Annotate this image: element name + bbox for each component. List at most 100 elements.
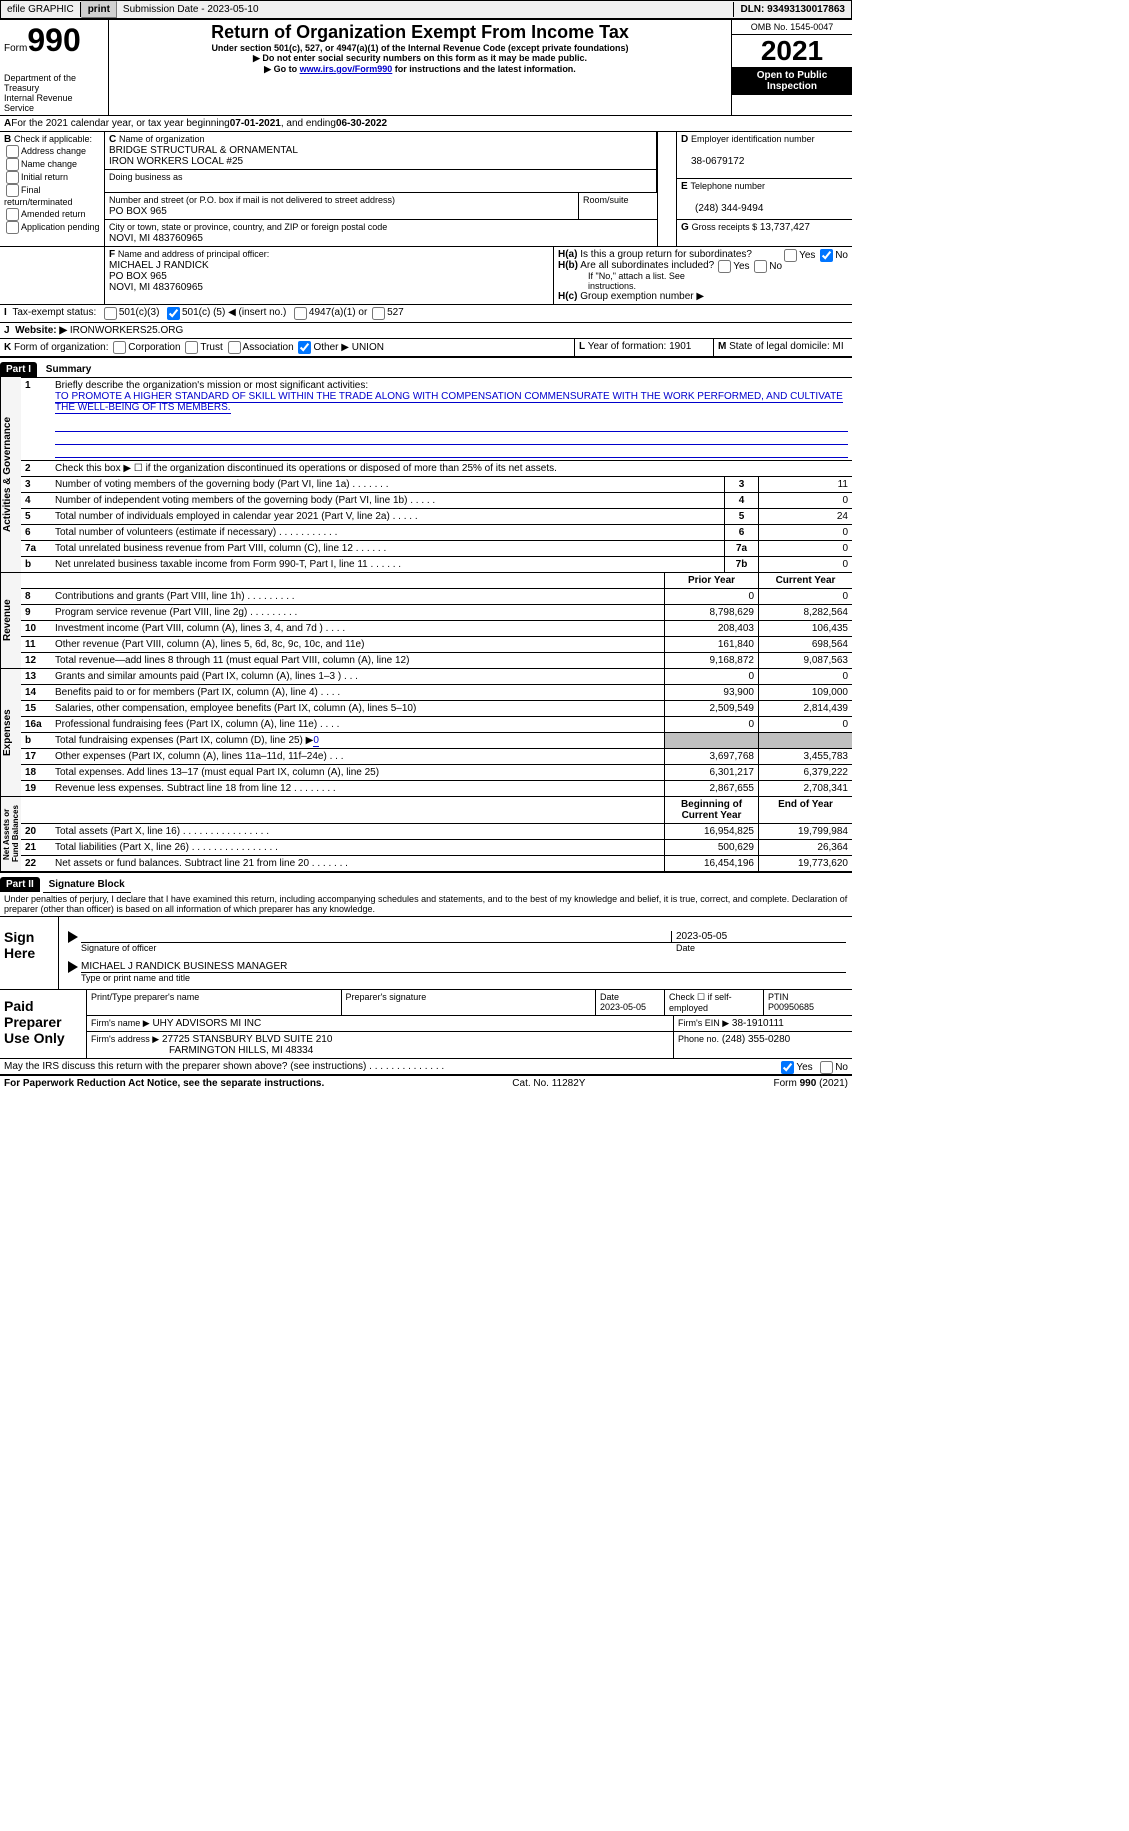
exp-row: 14Benefits paid to or for members (Part … <box>21 685 852 701</box>
org-name-2: IRON WORKERS LOCAL #25 <box>109 156 243 167</box>
name-change-check[interactable] <box>6 158 19 171</box>
boy-hdr: Beginning of Current Year <box>665 797 759 824</box>
self-emp-check: Check ☐ if self-employed <box>665 990 764 1015</box>
form-label: Form <box>4 43 27 54</box>
pending-check[interactable] <box>6 221 19 234</box>
part1-header: Part I <box>0 362 37 377</box>
l6-value: 0 <box>759 525 853 541</box>
activities-section: Activities & Governance 1 Briefly descri… <box>0 377 852 572</box>
irs-link[interactable]: www.irs.gov/Form990 <box>300 64 393 74</box>
tax-status-label: Tax-exempt status: <box>12 307 96 320</box>
curr-year-hdr: Current Year <box>759 573 853 589</box>
entity-block: B Check if applicable: Address change Na… <box>0 131 852 246</box>
exp-row: bTotal fundraising expenses (Part IX, co… <box>21 733 852 749</box>
netassets-label: Net Assets or Fund Balances <box>0 797 21 871</box>
exp-row: 15Salaries, other compensation, employee… <box>21 701 852 717</box>
phone-value: (248) 344-9494 <box>681 203 763 214</box>
eoy-hdr: End of Year <box>759 797 853 824</box>
part2-title: Signature Block <box>43 877 131 893</box>
page-footer: For Paperwork Reduction Act Notice, see … <box>0 1074 852 1091</box>
arrow-icon <box>68 931 78 943</box>
l7a-value: 0 <box>759 541 853 557</box>
hb-no[interactable] <box>754 260 767 273</box>
arrow-icon <box>68 961 78 973</box>
period-end: 06-30-2022 <box>336 118 387 129</box>
l5-value: 24 <box>759 509 853 525</box>
l3-value: 11 <box>759 477 853 493</box>
form-org-label: Form of organization: <box>14 342 109 353</box>
exp-row: 18Total expenses. Add lines 13–17 (must … <box>21 765 852 781</box>
gross-label: Gross receipts $ <box>692 222 758 232</box>
exp-row: 13Grants and similar amounts paid (Part … <box>21 669 852 685</box>
cat-no: Cat. No. 11282Y <box>512 1078 585 1089</box>
penalty-text: Under penalties of perjury, I declare th… <box>0 892 852 917</box>
rev-row: 11Other revenue (Part VIII, column (A), … <box>21 637 852 653</box>
ha-text: Is this a group return for subordinates? <box>580 249 752 260</box>
officer-label: Name and address of principal officer: <box>118 249 269 259</box>
omb-number: OMB No. 1545-0047 <box>732 20 852 35</box>
expenses-label: Expenses <box>0 669 21 796</box>
paid-preparer-block: Paid Preparer Use Only Print/Type prepar… <box>0 990 852 1059</box>
ha-yes[interactable] <box>784 249 797 262</box>
prior-year-hdr: Prior Year <box>665 573 759 589</box>
firm-ein: 38-1910111 <box>732 1018 784 1029</box>
year-form-value: 1901 <box>669 341 691 352</box>
dln: DLN: 93493130017863 <box>734 2 851 17</box>
subtitle-1: Under section 501(c), 527, or 4947(a)(1)… <box>113 43 727 53</box>
efile-label: efile GRAPHIC <box>1 2 81 17</box>
revenue-label: Revenue <box>0 573 21 668</box>
initial-return-check[interactable] <box>6 171 19 184</box>
ptin-value: P00950685 <box>768 1002 814 1012</box>
org-city: NOVI, MI 483760965 <box>109 233 203 244</box>
sign-date: 2023-05-05 <box>671 931 846 943</box>
officer-city: NOVI, MI 483760965 <box>109 282 203 293</box>
discuss-yes[interactable] <box>781 1061 794 1074</box>
4947-check[interactable] <box>294 307 307 320</box>
subtitle-2: ▶ Do not enter social security numbers o… <box>113 53 727 64</box>
addr-label: Number and street (or P.O. box if mail i… <box>109 195 395 205</box>
officer-addr: PO BOX 965 <box>109 271 167 282</box>
amended-check[interactable] <box>6 208 19 221</box>
corp-check[interactable] <box>113 341 126 354</box>
rev-row: 9Program service revenue (Part VIII, lin… <box>21 605 852 621</box>
state-label: State of legal domicile: <box>729 341 830 352</box>
firm-addr: 27725 STANSBURY BLVD SUITE 210 <box>162 1034 332 1045</box>
pra-notice: For Paperwork Reduction Act Notice, see … <box>4 1078 324 1089</box>
activities-label: Activities & Governance <box>0 377 21 572</box>
assoc-check[interactable] <box>228 341 241 354</box>
part2-header: Part II <box>0 877 40 892</box>
501c3-check[interactable] <box>104 307 117 320</box>
paid-preparer-label: Paid Preparer Use Only <box>0 990 87 1058</box>
addr-change-check[interactable] <box>6 145 19 158</box>
goto-pre: ▶ Go to <box>264 64 299 74</box>
firm-name: UHY ADVISORS MI INC <box>152 1018 261 1029</box>
officer-block: F Name and address of principal officer:… <box>0 246 852 304</box>
sign-here-label: Sign Here <box>0 917 59 989</box>
tax-year: 2021 <box>732 35 852 67</box>
check-applicable: Check if applicable: <box>14 134 92 144</box>
state-value: MI <box>833 341 844 352</box>
open-inspection: Open to Public Inspection <box>732 67 852 95</box>
other-check[interactable] <box>298 341 311 354</box>
period-begin: 07-01-2021 <box>230 118 281 129</box>
527-check[interactable] <box>372 307 385 320</box>
revenue-section: Revenue Prior Year Current Year 8Contrib… <box>0 572 852 668</box>
mission-text: TO PROMOTE A HIGHER STANDARD OF SKILL WI… <box>55 391 843 414</box>
print-button[interactable]: print <box>81 1 117 18</box>
501c-check[interactable] <box>167 307 180 320</box>
hb-yes[interactable] <box>718 260 731 273</box>
org-name-label: Name of organization <box>119 134 205 144</box>
sig-officer-label: Signature of officer <box>65 943 672 953</box>
netassets-section: Net Assets or Fund Balances Beginning of… <box>0 796 852 871</box>
year-form-label: Year of formation: <box>588 341 667 352</box>
final-return-check[interactable] <box>6 184 19 197</box>
rev-row: 10Investment income (Part VIII, column (… <box>21 621 852 637</box>
expenses-section: Expenses 13Grants and similar amounts pa… <box>0 668 852 796</box>
ein-label: Employer identification number <box>691 134 815 144</box>
ha-no[interactable] <box>820 249 833 262</box>
l4-value: 0 <box>759 493 853 509</box>
trust-check[interactable] <box>185 341 198 354</box>
discuss-no[interactable] <box>820 1061 833 1074</box>
suite-label: Room/suite <box>583 195 629 205</box>
officer-printed-name: MICHAEL J RANDICK BUSINESS MANAGER <box>81 961 846 973</box>
